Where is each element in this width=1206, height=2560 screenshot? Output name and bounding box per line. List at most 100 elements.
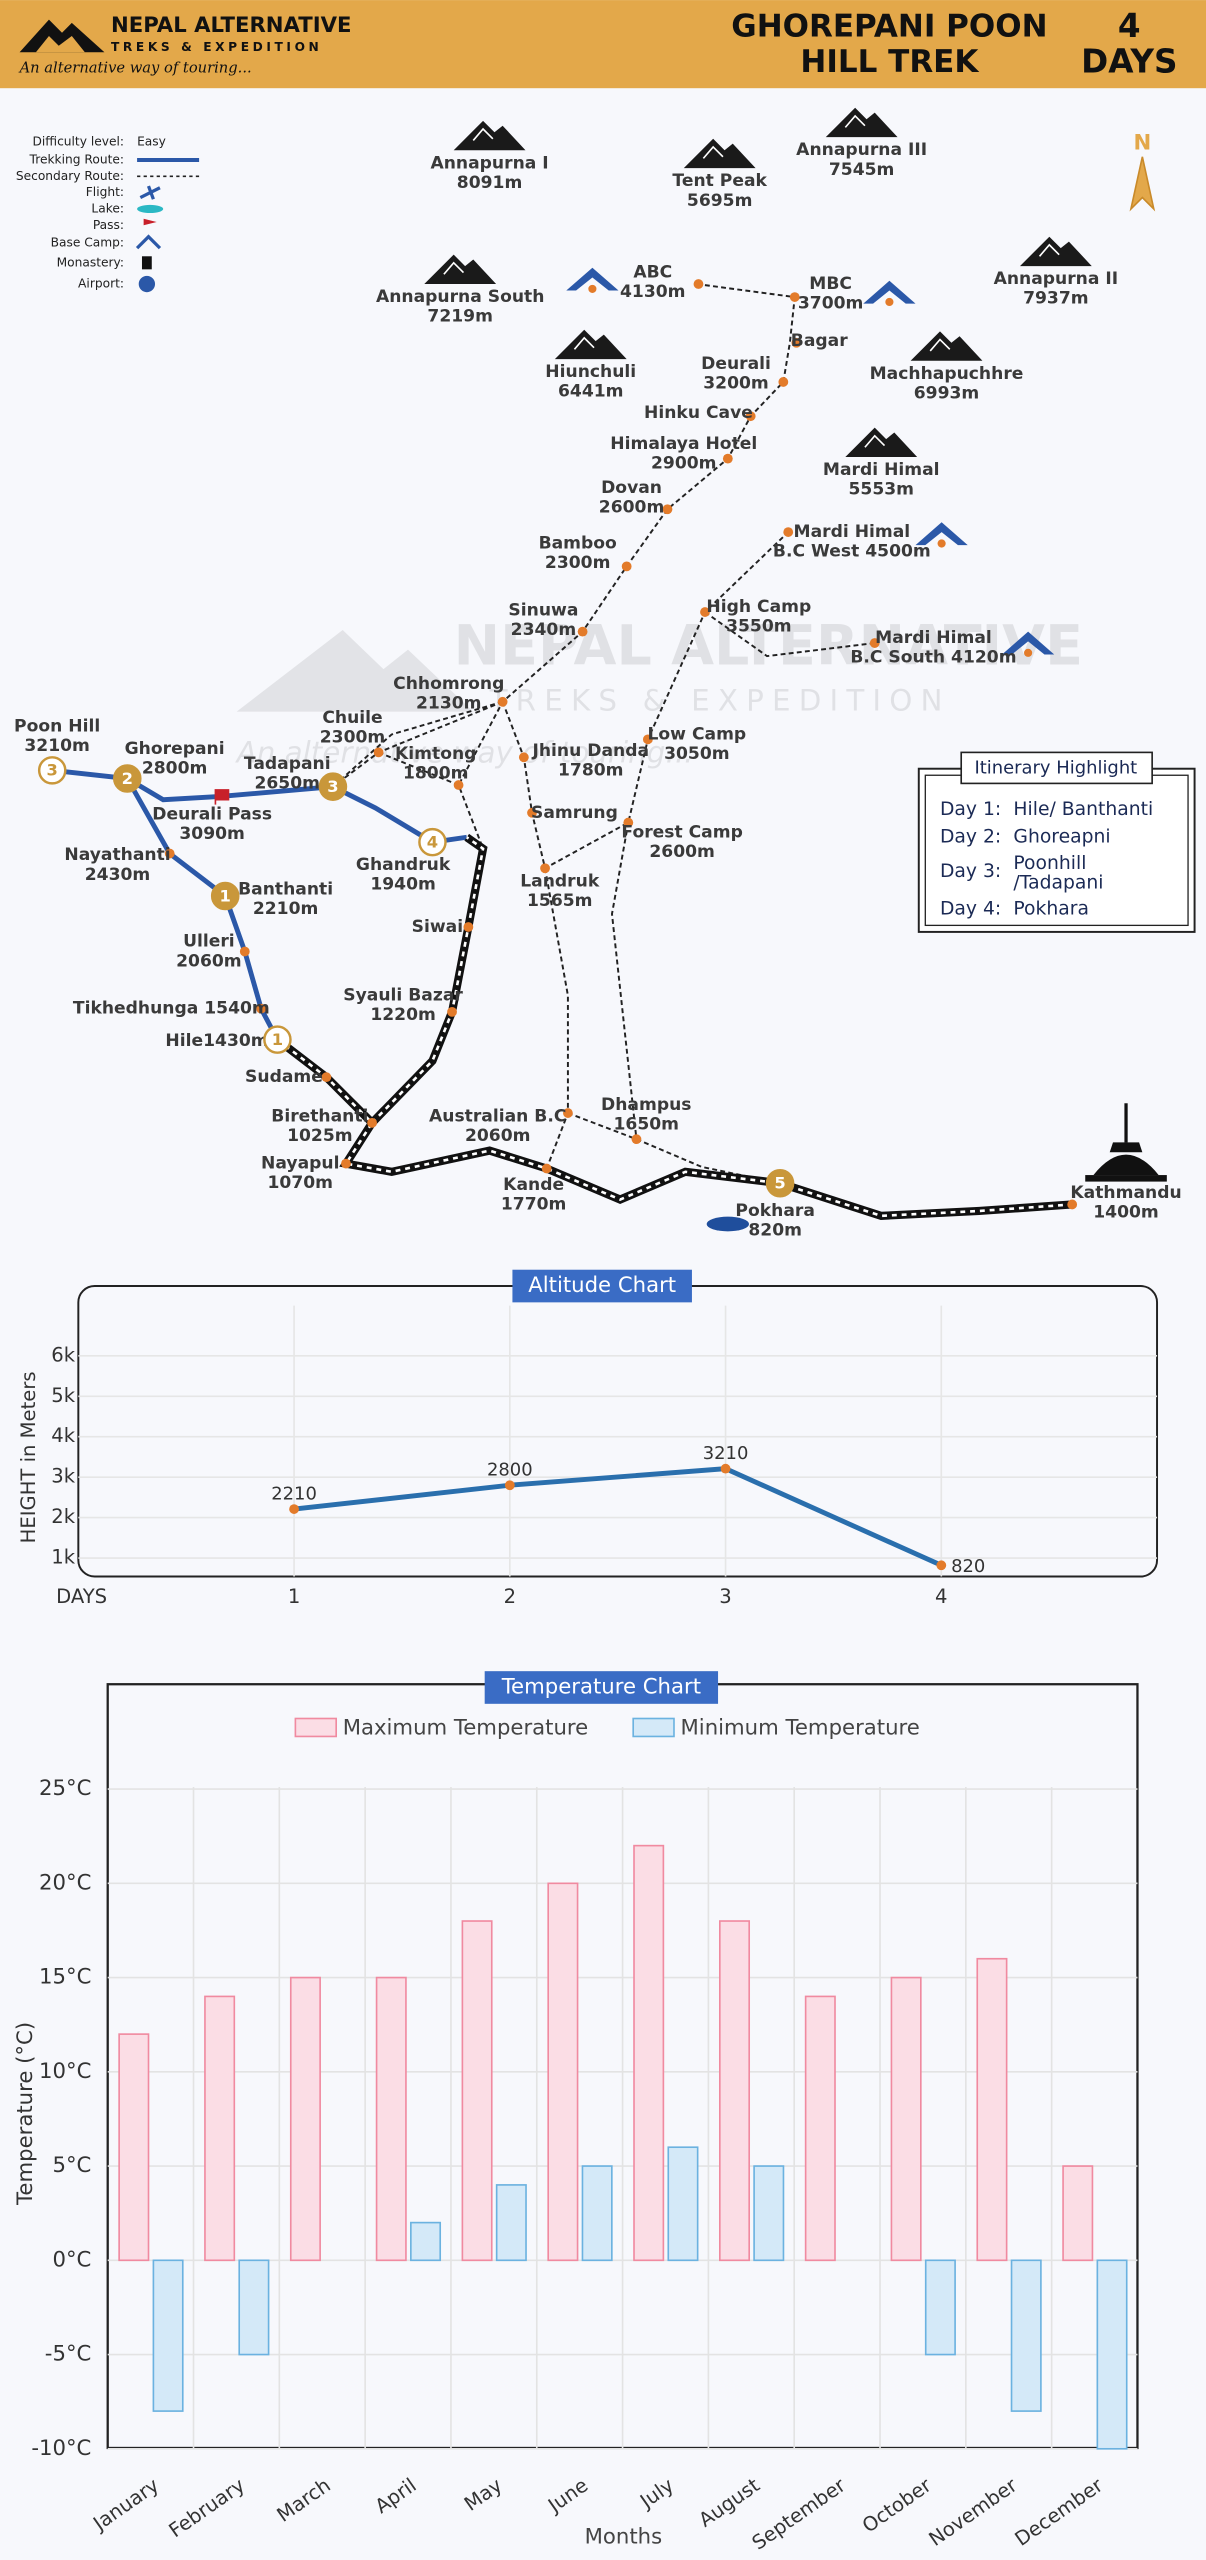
place-dot — [778, 377, 789, 387]
bar — [152, 2259, 184, 2412]
place-dot — [540, 863, 550, 874]
data-label: 3210 — [703, 1443, 749, 1464]
place-dot — [693, 279, 704, 289]
y-tick-label: 10°C — [39, 2059, 91, 2084]
data-label: 2210 — [271, 1483, 317, 1504]
itinerary-day: Day 2: — [940, 827, 1001, 848]
y-tick-label: -5°C — [45, 2342, 92, 2367]
place-label: 2300m — [545, 553, 611, 573]
place-label: Forest Camp — [621, 822, 742, 842]
peak-label: Annapurna South — [376, 287, 544, 307]
legend-swatch — [632, 1717, 675, 1738]
peak-snow — [443, 261, 465, 275]
title: HILL TREK — [800, 44, 979, 80]
place-label: 3700m — [798, 294, 864, 314]
place-label: 1940m — [370, 875, 436, 895]
place-label: 2130m — [416, 693, 482, 713]
x-tick-label: 4 — [935, 1585, 947, 1608]
y-tick-label: 6k — [51, 1343, 75, 1366]
itinerary-title-box — [960, 751, 1153, 785]
bar — [410, 2221, 442, 2262]
bar — [1010, 2259, 1042, 2412]
temperature-title-box — [484, 1671, 719, 1704]
place-label: Chhomrong — [393, 674, 504, 694]
data-label: 2800 — [487, 1460, 533, 1481]
watermark: NEPAL ALTERNATIVE TREKS & EXPEDITION An … — [235, 615, 1083, 770]
base-camp-dot — [937, 539, 946, 548]
place-dot — [518, 752, 529, 763]
place-label: Sudame — [245, 1067, 323, 1087]
peak-label: Annapurna II — [994, 269, 1119, 289]
place-dot — [745, 411, 756, 422]
bar — [238, 2259, 270, 2356]
watermark-text: An alternative way of touring... — [235, 736, 694, 770]
logo-mountain-inner — [35, 35, 85, 53]
base-camp-icon — [863, 280, 916, 304]
place-label: 1770m — [501, 1194, 567, 1214]
x-axis-label: Months — [585, 2525, 663, 2550]
y-tick-label: 0°C — [52, 2247, 91, 2272]
peak-snow — [1038, 243, 1060, 257]
place-label: 2210m — [253, 899, 319, 919]
legend-label: Maximum Temperature — [343, 1715, 589, 1740]
place-dot — [447, 1006, 457, 1017]
place-dot — [642, 734, 653, 745]
day-marker-label: 5 — [774, 1174, 785, 1193]
y-tick-label: 2k — [51, 1505, 75, 1528]
peak-label: 5695m — [687, 191, 753, 211]
place-dot — [621, 561, 632, 572]
place-label: 1780m — [558, 760, 624, 780]
compass-arrow — [1129, 156, 1156, 212]
itinerary-text: Hile/ Banthanti — [1013, 799, 1153, 820]
legend-symbol — [138, 275, 156, 293]
peak-label: Tent Peak — [672, 171, 767, 191]
place-label: 2340m — [511, 620, 577, 640]
legend-label: Minimum Temperature — [681, 1715, 920, 1740]
legend-value: Easy — [137, 135, 166, 149]
place-label: 3210m — [24, 736, 90, 756]
y-tick-label: 5k — [51, 1384, 75, 1407]
itinerary-day: Day 1: — [940, 799, 1001, 820]
x-tick-label: 2 — [504, 1585, 516, 1608]
peak-label: Mardi Himal — [823, 460, 940, 480]
bar — [204, 1995, 236, 2262]
days-word: DAYS — [1081, 43, 1177, 81]
place-label: 3050m — [664, 744, 730, 764]
y-tick-label: 20°C — [39, 1870, 91, 1895]
place-label: 1650m — [613, 1114, 679, 1134]
place-label: Landruk — [520, 871, 600, 891]
peak-snow — [844, 114, 866, 128]
day-marker — [37, 756, 67, 785]
point — [936, 1560, 947, 1571]
place-dot — [497, 696, 508, 707]
place-label: Australian B.C — [429, 1106, 566, 1126]
place-label: B.C West 4500m — [773, 542, 931, 562]
place-label: Nayapul — [261, 1154, 339, 1174]
x-tick-label: 3 — [719, 1585, 731, 1608]
lake — [706, 1216, 750, 1232]
place-dot — [341, 1158, 351, 1169]
place-dot — [700, 607, 710, 617]
base-camp-icon — [566, 267, 619, 291]
day-marker — [113, 764, 142, 793]
bar — [976, 1957, 1008, 2262]
pass-flag — [214, 789, 230, 805]
altitude-frame — [77, 1285, 1159, 1578]
y-tick-label: 4k — [51, 1424, 75, 1447]
x-tick-label: 1 — [288, 1585, 300, 1608]
bar — [1096, 2259, 1128, 2450]
peak-snow — [929, 338, 951, 352]
itinerary-day: Day 3: — [940, 861, 1001, 882]
brand-sub: TREKS & EXPEDITION — [111, 40, 322, 54]
peak-label: 7219m — [427, 307, 493, 327]
place-label: Dhampus — [601, 1095, 691, 1115]
place-label: 1070m — [268, 1173, 334, 1193]
bar — [633, 1844, 665, 2262]
peak-label: 7545m — [829, 160, 895, 180]
place-label: Ulleri — [183, 932, 235, 952]
bar — [495, 2184, 527, 2262]
legend-label: Lake: — [91, 201, 124, 215]
y-tick-label: 15°C — [39, 1965, 91, 1990]
legend-label: Monastery: — [57, 255, 124, 269]
